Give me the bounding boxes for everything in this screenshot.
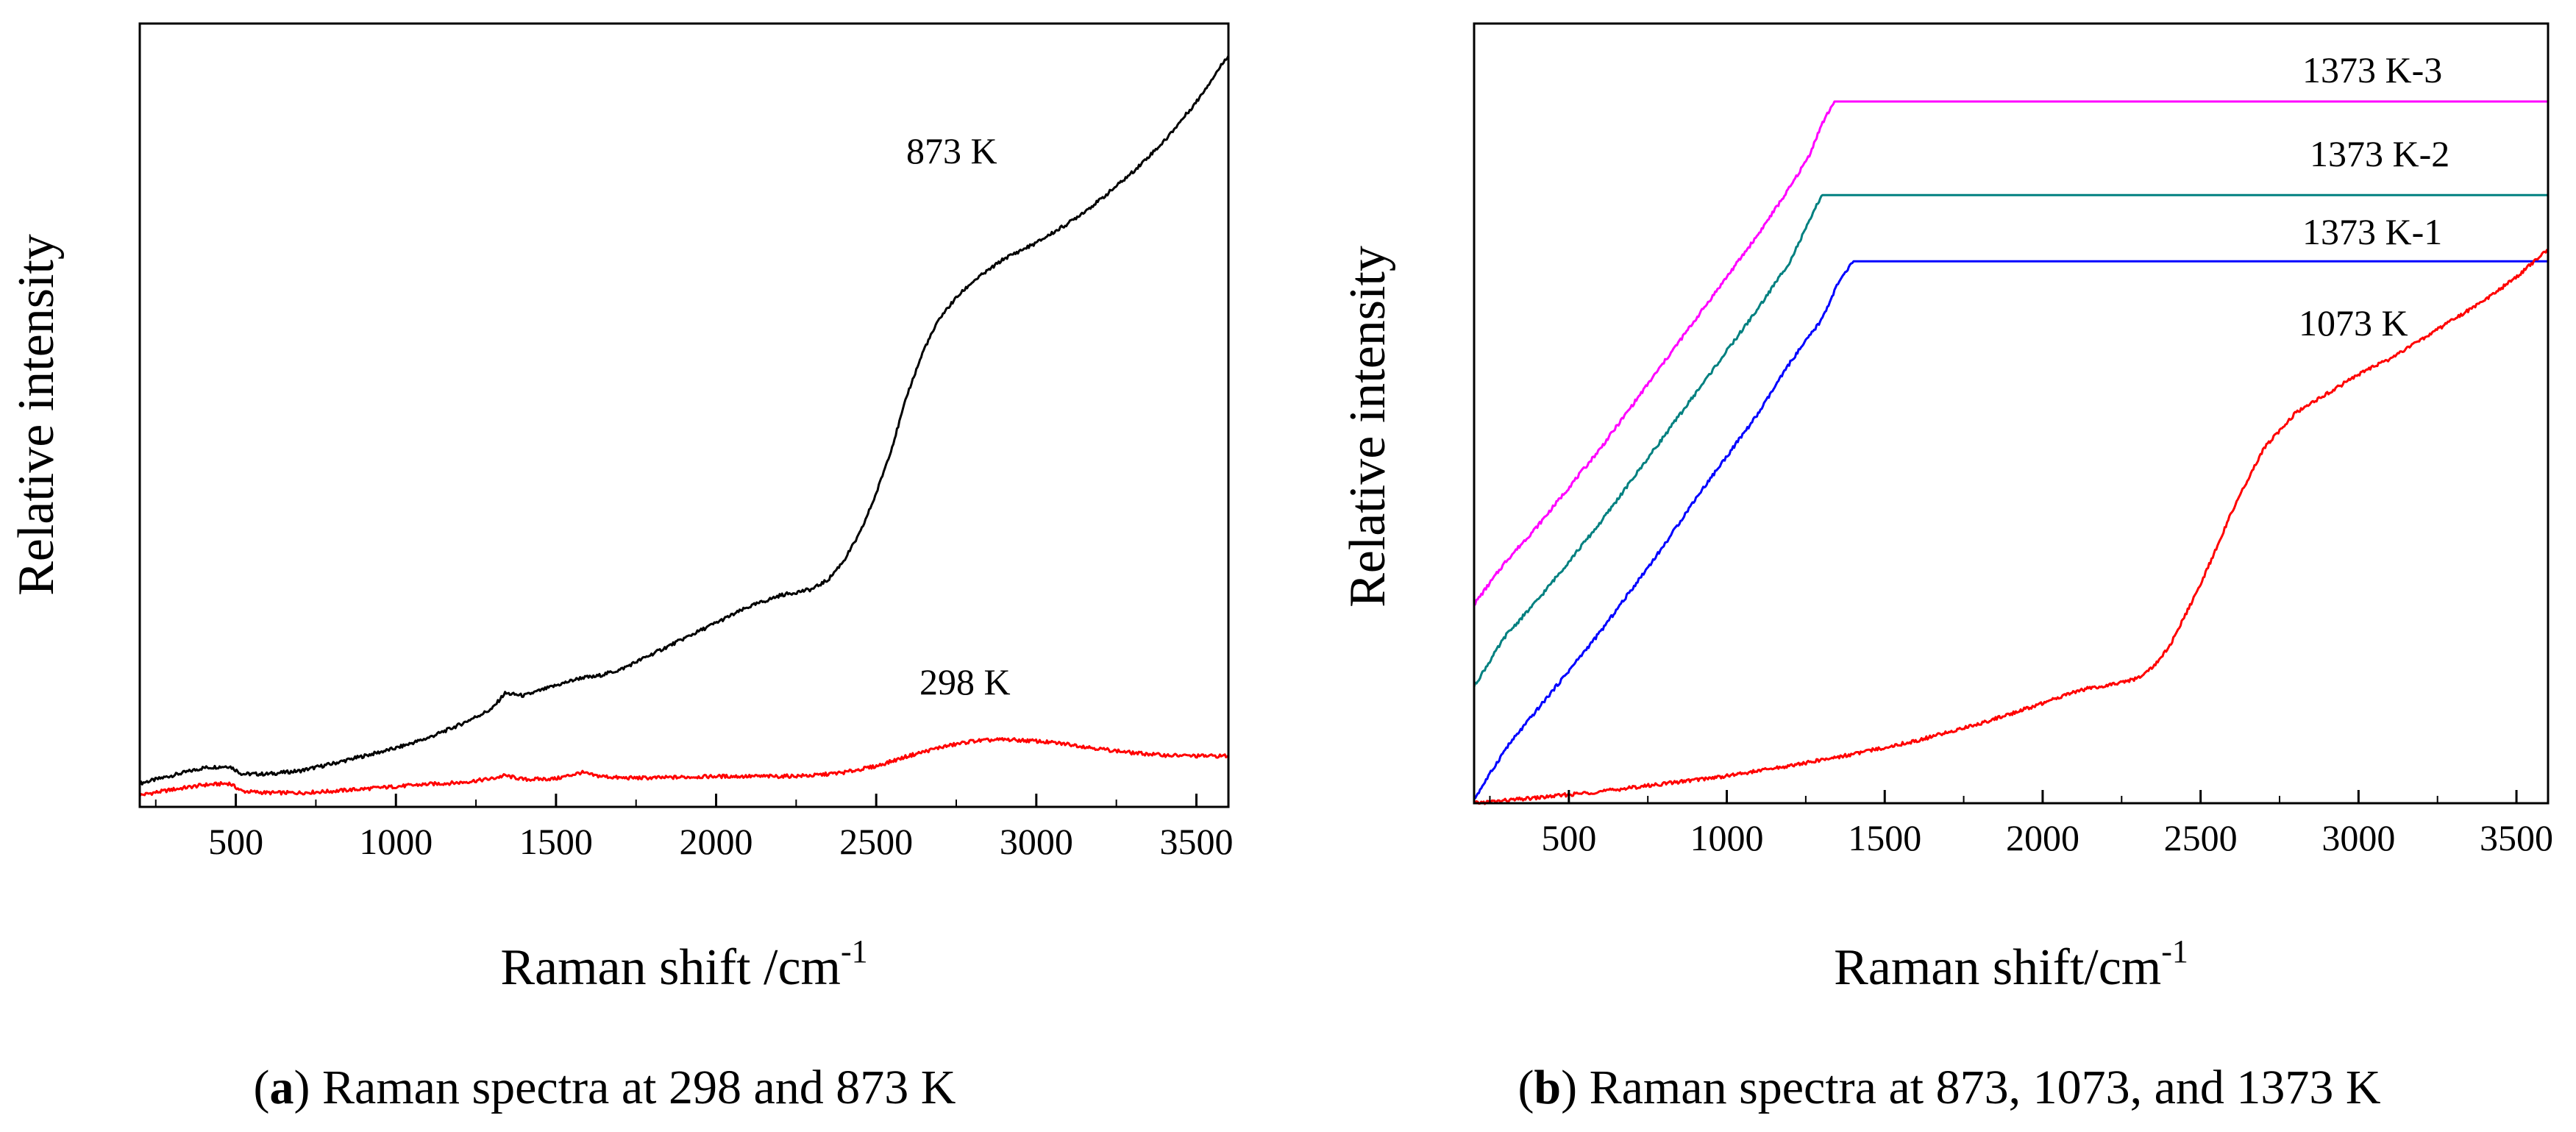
chart-a-plot-frame	[138, 22, 1230, 808]
chart-b-series	[1473, 100, 2549, 805]
chart-b-x-tick-label-500: 500	[1541, 817, 1596, 858]
chart-a-x-tick-label-3500: 3500	[1159, 821, 1233, 862]
chart-a-series-873-k	[138, 55, 1230, 786]
chart-b-label-1373k-2: 1373 K-2	[2310, 133, 2449, 174]
chart-b-caption: (b) Raman spectra at 873, 1073, and 1373…	[1518, 1061, 2380, 1114]
chart-b-label-1373k-3: 1373 K-3	[2302, 49, 2442, 90]
chart-a-label-298k: 298 K	[919, 661, 1011, 702]
chart-b-series-1373-k-1	[1473, 260, 2548, 800]
chart-b-x-tick-label-2000: 2000	[2006, 817, 2079, 858]
chart-a-x-tick-label-500: 500	[208, 821, 263, 862]
chart-b-series-1373-k-3	[1473, 100, 2548, 607]
chart-a-series-298-k	[138, 737, 1229, 797]
chart-a-y-axis-title: Relative intensity	[8, 234, 65, 596]
chart-a-x-tick-label-1000: 1000	[359, 821, 433, 862]
chart-a-caption-letter: a	[270, 1061, 294, 1114]
chart-a: 500 1000 1500 2000 2500 3000 3500 873 K 298 K …	[8, 22, 1233, 1114]
chart-a-caption: (a) Raman spectra at 298 and 873 K	[254, 1061, 956, 1114]
chart-a-x-ticks: 500 1000 1500 2000 2500 3000 3500	[154, 794, 1233, 862]
chart-b-caption-text: ) Raman spectra at 873, 1073, and 1373 K	[1561, 1061, 2380, 1114]
chart-b-label-1073k: 1073 K	[2299, 302, 2408, 343]
chart-a-x-axis-title-sup: -1	[841, 933, 868, 969]
chart-a-label-873k: 873 K	[906, 130, 997, 171]
chart-b-x-axis-title: Raman shift/cm-1	[1834, 933, 2188, 996]
chart-a-x-tick-label-3000: 3000	[1000, 821, 1073, 862]
chart-b-series-1373-k-2	[1473, 193, 2548, 688]
chart-b-x-tick-label-1500: 1500	[1848, 817, 1921, 858]
chart-a-x-tick-label-2500: 2500	[839, 821, 913, 862]
chart-b-x-tick-label-1000: 1000	[1690, 817, 1764, 858]
chart-a-x-axis-title: Raman shift /cm-1	[500, 933, 867, 996]
chart-b-caption-letter: b	[1534, 1061, 1561, 1114]
chart-b-y-axis-title: Relative intensity	[1339, 246, 1396, 608]
chart-a-series	[138, 55, 1230, 797]
chart-b-x-tick-label-3000: 3000	[2321, 817, 2395, 858]
chart-a-x-tick-label-2000: 2000	[680, 821, 753, 862]
chart-b-x-tick-label-3500: 3500	[2480, 817, 2553, 858]
chart-b-x-ticks: 500 1000 1500 2000 2500 3000 3500	[1489, 790, 2553, 858]
chart-b-x-axis-title-sup: -1	[2161, 933, 2188, 969]
chart-b-series-1073-k	[1473, 249, 2549, 805]
chart-b-label-1373k-1: 1373 K-1	[2302, 211, 2442, 252]
chart-a-x-axis-title-main: Raman shift /cm	[500, 939, 841, 996]
chart-b-plot-frame	[1473, 22, 2550, 805]
chart-a-caption-text: ) Raman spectra at 298 and 873 K	[294, 1061, 956, 1114]
chart-a-x-tick-label-1500: 1500	[519, 821, 593, 862]
chart-b-x-tick-label-2500: 2500	[2164, 817, 2238, 858]
chart-b-x-axis-title-main: Raman shift/cm	[1834, 939, 2161, 996]
chart-b: 500 1000 1500 2000 2500 3000 3500 1373 K-3 137…	[1339, 22, 2553, 1114]
